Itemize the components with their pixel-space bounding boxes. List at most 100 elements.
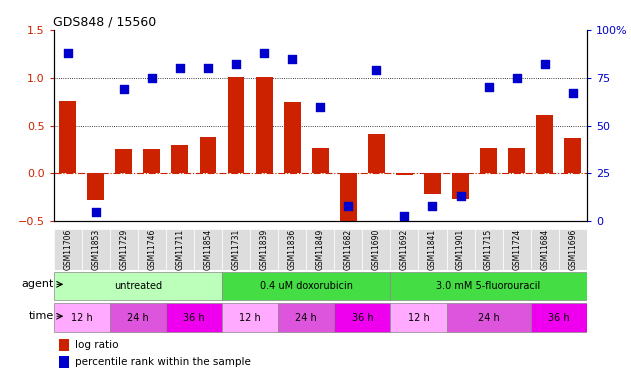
Bar	[368, 134, 385, 173]
Point	[399, 213, 410, 219]
Point	[203, 65, 213, 71]
Bar	[138, 228, 166, 270]
Text: log ratio: log ratio	[75, 340, 119, 350]
Bar	[312, 148, 329, 173]
Text: GSM11692: GSM11692	[400, 229, 409, 270]
Bar	[424, 173, 441, 195]
Bar	[54, 272, 222, 300]
Bar	[306, 228, 334, 270]
Bar	[166, 303, 222, 332]
Point	[568, 90, 578, 96]
Point	[343, 203, 353, 209]
Bar	[81, 228, 110, 270]
Point	[259, 50, 269, 56]
Bar	[284, 102, 300, 173]
Bar	[531, 303, 587, 332]
Bar	[418, 228, 447, 270]
Bar	[59, 101, 76, 173]
Bar	[278, 228, 306, 270]
Bar	[564, 138, 581, 173]
Text: 12 h: 12 h	[408, 313, 429, 323]
Text: agent: agent	[21, 279, 54, 290]
Bar	[222, 228, 250, 270]
Bar	[194, 228, 222, 270]
Point	[427, 203, 437, 209]
Bar	[143, 148, 160, 173]
Point	[316, 104, 326, 110]
Text: GSM11841: GSM11841	[428, 229, 437, 270]
Point	[512, 75, 522, 81]
Bar	[54, 303, 110, 332]
Text: 3.0 mM 5-fluorouracil: 3.0 mM 5-fluorouracil	[437, 281, 541, 291]
Bar	[166, 228, 194, 270]
Text: 0.4 uM doxorubicin: 0.4 uM doxorubicin	[260, 281, 353, 291]
Bar	[334, 228, 362, 270]
Bar	[59, 356, 69, 368]
Text: GSM11696: GSM11696	[569, 229, 577, 270]
Text: 12 h: 12 h	[239, 313, 261, 323]
Bar	[172, 145, 188, 173]
Bar	[340, 173, 357, 226]
Point	[175, 65, 185, 71]
Text: 24 h: 24 h	[127, 313, 149, 323]
Text: GDS848 / 15560: GDS848 / 15560	[53, 16, 156, 29]
Bar	[222, 272, 391, 300]
Bar	[391, 303, 447, 332]
Text: GSM11853: GSM11853	[91, 229, 100, 270]
Text: GSM11724: GSM11724	[512, 229, 521, 270]
Bar	[480, 148, 497, 173]
Text: time: time	[28, 311, 54, 321]
Text: GSM11836: GSM11836	[288, 229, 297, 270]
Text: GSM11706: GSM11706	[63, 229, 72, 270]
Text: 36 h: 36 h	[183, 313, 205, 323]
Text: GSM11682: GSM11682	[344, 229, 353, 270]
Bar	[115, 148, 133, 173]
Point	[287, 56, 297, 62]
Bar	[447, 228, 475, 270]
Bar	[334, 303, 391, 332]
Bar	[531, 228, 559, 270]
Text: GSM11901: GSM11901	[456, 229, 465, 270]
Bar	[391, 272, 587, 300]
Text: GSM11690: GSM11690	[372, 229, 381, 270]
Bar	[256, 77, 273, 173]
Text: GSM11839: GSM11839	[259, 229, 269, 270]
Bar	[559, 228, 587, 270]
Text: 36 h: 36 h	[548, 313, 570, 323]
Text: GSM11729: GSM11729	[119, 229, 128, 270]
Point	[540, 62, 550, 68]
Bar	[59, 339, 69, 351]
Bar	[222, 303, 278, 332]
Text: percentile rank within the sample: percentile rank within the sample	[75, 357, 251, 367]
Point	[483, 84, 493, 90]
Point	[456, 194, 466, 200]
Bar	[278, 303, 334, 332]
Bar	[447, 303, 531, 332]
Bar	[362, 228, 391, 270]
Text: untreated: untreated	[114, 281, 162, 291]
Bar	[87, 173, 104, 200]
Point	[371, 67, 381, 73]
Bar	[508, 148, 525, 173]
Point	[147, 75, 157, 81]
Text: 36 h: 36 h	[351, 313, 373, 323]
Bar	[475, 228, 503, 270]
Point	[91, 209, 101, 214]
Text: GSM11715: GSM11715	[484, 229, 493, 270]
Bar	[54, 228, 81, 270]
Bar	[536, 115, 553, 173]
Bar	[391, 228, 418, 270]
Text: GSM11731: GSM11731	[232, 229, 240, 270]
Text: GSM11746: GSM11746	[148, 229, 156, 270]
Text: 12 h: 12 h	[71, 313, 93, 323]
Text: GSM11854: GSM11854	[203, 229, 213, 270]
Bar	[503, 228, 531, 270]
Bar	[396, 173, 413, 176]
Text: GSM11711: GSM11711	[175, 229, 184, 270]
Bar	[110, 228, 138, 270]
Point	[119, 86, 129, 92]
Text: 24 h: 24 h	[478, 313, 500, 323]
Point	[62, 50, 73, 56]
Text: 24 h: 24 h	[295, 313, 317, 323]
Bar	[110, 303, 166, 332]
